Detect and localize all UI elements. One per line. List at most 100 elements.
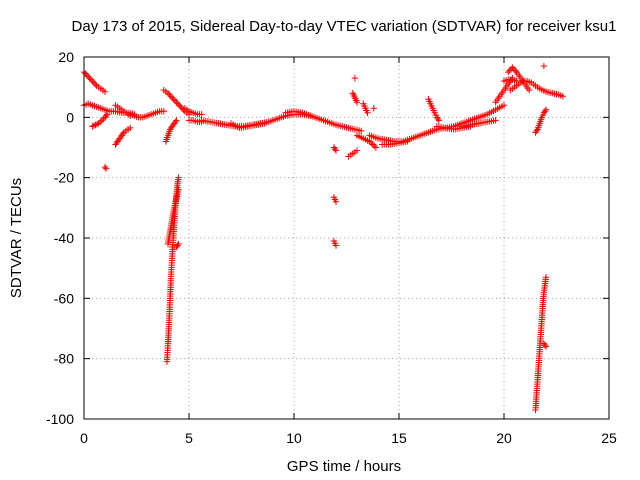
data-point <box>331 145 339 153</box>
data-point <box>512 67 519 74</box>
data-point <box>513 77 520 85</box>
data-point <box>160 108 167 115</box>
series-arc-36 <box>505 64 533 94</box>
data-point <box>353 99 361 106</box>
series-arc-22 <box>345 147 361 160</box>
y-tick-label: -80 <box>54 351 74 367</box>
data-point <box>95 120 102 127</box>
series-arc-25 <box>360 100 371 117</box>
data-point <box>175 186 182 193</box>
series-arc-21 <box>330 144 340 154</box>
ticks-layer: 0 5 10 15 20 25 -100 -80 -60 -40 -20 0 20 <box>46 49 617 446</box>
data-point <box>173 99 180 106</box>
series-arc-20 <box>332 121 365 135</box>
data-point <box>542 106 550 113</box>
data-point <box>358 127 365 135</box>
series-arc-26 <box>370 105 377 112</box>
y-tick-label: 20 <box>58 49 74 65</box>
x-axis-title: GPS time / hours <box>287 458 401 475</box>
series-arc-34 <box>458 117 499 130</box>
data-point <box>82 70 89 77</box>
series-arc-12 <box>169 240 182 251</box>
data-point <box>102 165 110 172</box>
x-tick-label: 10 <box>286 430 302 446</box>
data-point <box>102 112 110 120</box>
data-point <box>509 64 516 71</box>
data-point <box>371 142 378 150</box>
series-arc-19 <box>330 237 340 249</box>
data-point <box>533 127 540 135</box>
series-arc-6 <box>112 124 134 148</box>
data-point <box>101 88 109 95</box>
x-tick-label: 0 <box>80 430 88 446</box>
data-point <box>98 117 106 124</box>
x-tick-label: 5 <box>185 430 193 446</box>
series-arc-23 <box>349 90 361 106</box>
series-arc-3 <box>89 111 111 130</box>
data-point <box>175 174 182 181</box>
data-point <box>175 240 182 248</box>
data-point <box>372 144 380 151</box>
series-arc-8 <box>160 86 193 118</box>
data-point <box>366 138 373 145</box>
data-point <box>119 130 127 138</box>
data-point <box>434 115 442 123</box>
data-point <box>332 242 340 249</box>
data-point <box>173 117 180 124</box>
data-point <box>505 68 512 76</box>
data-point <box>404 138 411 145</box>
series-arc-27 <box>353 132 380 151</box>
series-arc-14 <box>185 117 205 126</box>
series-arc-41 <box>540 340 550 350</box>
data-point <box>92 80 99 88</box>
data-point <box>364 109 371 117</box>
data-point <box>172 118 179 126</box>
data-point <box>500 102 508 109</box>
data-point <box>177 103 184 110</box>
data-point <box>90 79 97 86</box>
x-tick-label: 15 <box>391 430 407 446</box>
series-arc-7 <box>127 108 167 121</box>
series-arc-38 <box>500 76 520 85</box>
data-point <box>167 93 174 100</box>
data-point <box>526 86 533 94</box>
data-point <box>164 90 172 97</box>
data-point <box>85 73 92 80</box>
data-point <box>369 141 376 148</box>
data-point <box>166 91 173 98</box>
series-arc-1 <box>80 68 109 95</box>
data-point <box>87 76 95 83</box>
y-tick-label: -40 <box>54 230 74 246</box>
series-arc-39 <box>532 106 550 136</box>
data-point <box>307 112 314 120</box>
data-point <box>435 117 443 124</box>
data-point <box>86 74 93 82</box>
y-tick-label: -100 <box>46 411 74 427</box>
data-points-layer <box>80 62 566 414</box>
y-tick-label: -20 <box>54 170 74 186</box>
y-tick-label: 0 <box>66 109 74 125</box>
series-arc-13 <box>181 105 205 118</box>
data-point <box>367 139 375 147</box>
series-arc-29 <box>379 138 411 148</box>
chart-title: Day 173 of 2015, Sidereal Day-to-day VTE… <box>72 18 617 35</box>
data-point <box>169 94 176 101</box>
y-tick-label: -60 <box>54 290 74 306</box>
series-arc-16 <box>227 120 268 132</box>
data-point <box>127 124 134 132</box>
data-point <box>506 67 513 74</box>
data-point <box>542 343 550 350</box>
data-point <box>540 62 548 70</box>
data-point <box>176 102 183 109</box>
data-point <box>90 122 98 129</box>
data-point <box>97 118 104 126</box>
data-point <box>89 77 96 85</box>
series-arc-4 <box>101 163 110 172</box>
data-point <box>261 120 268 127</box>
data-point <box>559 93 566 100</box>
series-arc-9 <box>162 117 180 145</box>
data-point <box>332 198 340 205</box>
series-arc-2 <box>80 100 138 118</box>
data-point <box>370 105 377 112</box>
